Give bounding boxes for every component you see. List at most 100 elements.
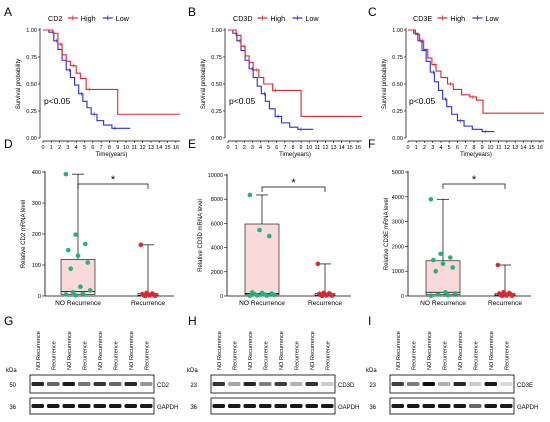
km-y-tick-label: 0.50 [392, 82, 403, 88]
km-y-axis-label: Survival probability [16, 59, 22, 109]
box-data-point [254, 293, 260, 298]
blot-lane-label: Recurrence [442, 341, 448, 370]
box-data-point [430, 257, 436, 263]
blot-band [47, 382, 60, 386]
blot-bottom-kda: 36 [190, 405, 197, 411]
blot-band [422, 404, 435, 408]
blot-top-kda: 50 [9, 383, 16, 389]
km-legend-high-label: High [450, 14, 465, 23]
blot-lane-label: NO Recurrence [217, 331, 223, 370]
blot-bottom-protein: GAPDH [338, 405, 359, 411]
blot-bottom-frame [389, 397, 515, 415]
panel-label-g: G [4, 314, 13, 328]
box-y-tick-label: 4000 [392, 195, 404, 201]
blot-lane-label: NO Recurrence [458, 331, 464, 370]
km-p-value: p<0.05 [409, 96, 436, 106]
box-data-point [87, 288, 93, 293]
blot-band [321, 404, 334, 408]
blot-band [391, 382, 404, 386]
km-x-tick-label: 14 [156, 145, 162, 151]
km-x-tick-label: 13 [331, 145, 337, 151]
box-y-tick-label: 10000 [208, 173, 223, 179]
box-data-point [63, 292, 69, 297]
blot-band [140, 404, 153, 408]
km-x-tick-label: 1 [235, 145, 238, 151]
blot-top-protein: CD3E [517, 383, 533, 389]
box-data-point [247, 192, 253, 198]
blot-band [31, 382, 44, 386]
box-data-point [428, 196, 434, 202]
blot-band [259, 404, 272, 408]
blot-band [274, 382, 287, 386]
blot-band [438, 404, 451, 408]
box-y-axis-label: Relative CD2 mRNA level [21, 200, 27, 268]
km-x-tick-label: 8 [108, 145, 111, 151]
km-x-tick-label: 16 [355, 145, 361, 151]
km-x-tick-label: 7 [100, 145, 103, 151]
box-data-point [257, 227, 262, 233]
box-data-point [142, 293, 148, 299]
blot-band [453, 382, 466, 386]
km-y-tick-label: 0.50 [211, 82, 222, 88]
km-x-tick-label: 0 [41, 145, 44, 151]
box-y-tick-label: 8000 [211, 197, 223, 203]
blot-kda-label: kDa [187, 368, 198, 374]
km-low-curve [43, 29, 131, 129]
blot-bottom-kda: 36 [9, 405, 16, 411]
box-data-point [82, 241, 88, 247]
blot-lane-label: Recurrence [411, 341, 417, 370]
box-data-point [433, 268, 439, 274]
km-y-tick-label: 0.25 [211, 109, 222, 115]
km-x-tick-label: 3 [431, 145, 434, 151]
km-legend-gene: CD3D [233, 14, 253, 23]
box-y-tick-label: 0 [401, 294, 404, 300]
box-category-label: Recurrence [131, 300, 165, 307]
km-x-tick-label: 2 [58, 145, 61, 151]
km-y-tick-label: 0.75 [26, 55, 37, 61]
blot-band [31, 404, 44, 408]
blot-band [243, 404, 256, 408]
km-y-tick-label: 1.00 [392, 28, 403, 34]
km-x-tick-label: 15 [164, 145, 170, 151]
km-x-tick-label: 11 [131, 145, 137, 151]
km-x-tick-label: 1 [50, 145, 53, 151]
panel-label-a: A [4, 5, 12, 19]
box-data-point [138, 242, 144, 248]
blot-band [212, 404, 225, 408]
km-x-tick-label: 9 [481, 145, 484, 151]
blot-lane-label: NO Recurrence [396, 331, 402, 370]
box-y-tick-label: 200 [32, 232, 41, 238]
blot-band [93, 404, 106, 408]
blot-band [228, 382, 241, 386]
blot-band [78, 404, 91, 408]
blot-lane-label: NO Recurrence [248, 331, 254, 370]
box-data-point [271, 292, 277, 298]
km-y-axis-label: Survival probability [382, 59, 388, 109]
blot-lane-label: Recurrence [294, 341, 300, 370]
blot-top-protein: CD3D [338, 383, 355, 389]
blot-band [469, 382, 482, 386]
significance-star: * [111, 174, 116, 186]
blot-lane-label: NO Recurrence [36, 331, 42, 370]
panel-label-f: F [368, 137, 375, 151]
km-x-tick-label: 8 [291, 145, 294, 151]
blot-band [243, 382, 256, 386]
blot-kda-label: kDa [366, 368, 377, 374]
panel-label-i: I [368, 314, 371, 328]
km-x-tick-label: 3 [251, 145, 254, 151]
blot-bottom-kda: 36 [369, 405, 376, 411]
km-x-tick-label: 15 [347, 145, 353, 151]
box-data-point [435, 292, 441, 297]
km-x-tick-label: 4 [259, 145, 262, 151]
km-x-tick-label: 12 [322, 145, 328, 151]
blot-top-protein: CD2 [157, 383, 170, 389]
box-data-point [65, 247, 71, 253]
blot-band [47, 404, 60, 408]
km-x-tick-label: 13 [512, 145, 518, 151]
blot-band [93, 382, 106, 386]
box-data-point [78, 284, 83, 290]
box-category-label: Recurrence [308, 300, 342, 307]
box-data-point [73, 293, 78, 298]
box-data-point [63, 171, 69, 177]
